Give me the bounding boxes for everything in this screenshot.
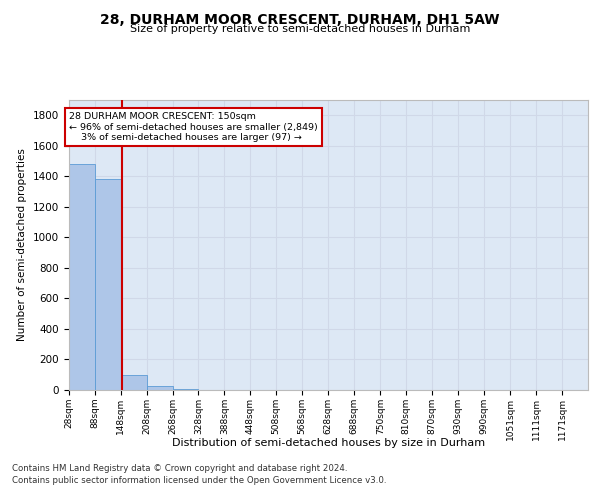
Text: Size of property relative to semi-detached houses in Durham: Size of property relative to semi-detach… [130,24,470,34]
Text: 28, DURHAM MOOR CRESCENT, DURHAM, DH1 5AW: 28, DURHAM MOOR CRESCENT, DURHAM, DH1 5A… [100,12,500,26]
Y-axis label: Number of semi-detached properties: Number of semi-detached properties [17,148,28,342]
Text: Contains public sector information licensed under the Open Government Licence v3: Contains public sector information licen… [12,476,386,485]
Bar [95,180,121,390]
Bar [121,375,146,390]
Bar [146,386,173,390]
Text: Contains HM Land Registry data © Crown copyright and database right 2024.: Contains HM Land Registry data © Crown c… [12,464,347,473]
Text: 28 DURHAM MOOR CRESCENT: 150sqm
← 96% of semi-detached houses are smaller (2,849: 28 DURHAM MOOR CRESCENT: 150sqm ← 96% of… [69,112,318,142]
Text: Distribution of semi-detached houses by size in Durham: Distribution of semi-detached houses by … [172,438,485,448]
Bar [173,389,199,390]
Bar [69,164,95,390]
